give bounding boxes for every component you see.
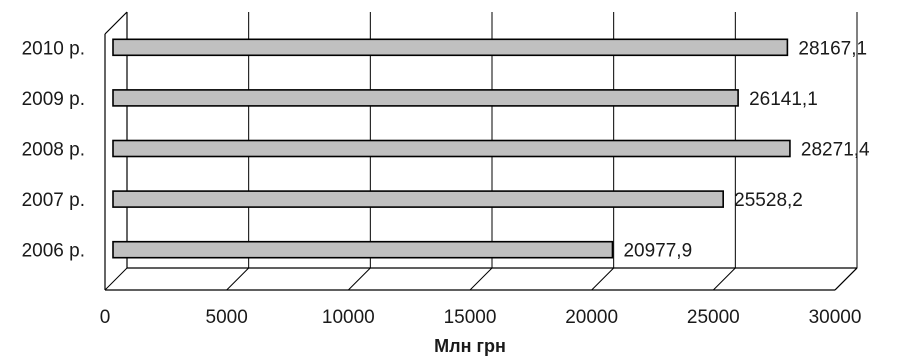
value-labels: 28167,1 26141,1 28271,4 25528,2 20977,9 — [623, 38, 870, 261]
bar — [112, 38, 789, 57]
value-label: 26141,1 — [749, 89, 818, 110]
category-labels: 2010 р. 2009 р. 2008 р. 2007 р. 2006 р. — [22, 38, 85, 261]
bar — [112, 139, 791, 158]
category-label: 2010 р. — [22, 38, 85, 59]
top-left-depth-edge — [104, 11, 128, 35]
floor-gridline — [226, 267, 250, 291]
x-tick-label: 5000 — [206, 307, 248, 328]
category-label: 2008 р. — [22, 140, 85, 161]
value-label: 28271,4 — [801, 140, 870, 161]
floor-gridline — [469, 267, 493, 291]
chart-bars — [112, 38, 791, 259]
x-tick-label: 30000 — [809, 307, 862, 328]
floor-gridline — [347, 267, 371, 291]
x-tick-label: 25000 — [687, 307, 740, 328]
category-label: 2009 р. — [22, 89, 85, 110]
floor-gridline — [104, 267, 128, 291]
x-tick-label: 20000 — [565, 307, 618, 328]
floor-gridline — [712, 267, 736, 291]
category-label: 2006 р. — [22, 241, 85, 262]
floor-gridline — [591, 267, 615, 291]
x-tick-label: 10000 — [322, 307, 375, 328]
x-tick-label: 15000 — [444, 307, 497, 328]
bar — [112, 190, 724, 208]
bar — [112, 89, 739, 107]
x-tick-label: 0 — [100, 307, 111, 328]
category-label: 2007 р. — [22, 190, 85, 211]
floor-gridline — [834, 267, 858, 291]
value-label: 20977,9 — [623, 241, 692, 262]
bar — [112, 240, 614, 259]
x-axis-title: Млн грн — [434, 336, 506, 356]
x-tick-labels: 0 5000 10000 15000 20000 25000 30000 — [100, 307, 862, 328]
value-label: 25528,2 — [734, 190, 803, 211]
value-label: 28167,1 — [798, 38, 867, 59]
